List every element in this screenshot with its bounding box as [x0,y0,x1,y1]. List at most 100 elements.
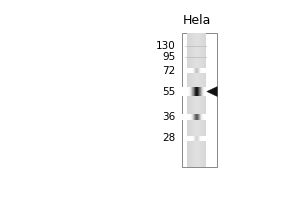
Bar [203,114,204,120]
Bar [208,87,209,96]
Bar [188,33,189,167]
Text: Hela: Hela [183,14,211,27]
Bar [197,87,198,96]
Bar [197,136,198,141]
Bar [205,68,206,73]
Bar [195,114,196,120]
Bar [210,114,211,120]
Bar [185,114,186,120]
Bar [207,114,208,120]
Bar [191,87,192,96]
Bar [205,136,206,141]
Bar [199,136,200,141]
Bar [190,87,191,96]
Bar [183,136,184,141]
Bar [202,33,203,167]
Bar [198,33,199,167]
Bar [193,87,194,96]
Bar [200,114,201,120]
Bar [200,33,201,167]
Bar [198,136,199,141]
Bar [207,136,208,141]
Bar [182,87,183,96]
Bar [195,33,196,167]
Bar [201,33,202,167]
Bar [202,114,203,120]
Bar [190,114,191,120]
Bar [193,136,194,141]
Bar [195,136,196,141]
Bar [212,87,213,96]
Bar [202,87,203,96]
Bar [184,136,185,141]
Bar [186,87,187,96]
Bar [210,68,211,73]
Bar [183,114,184,120]
Bar [191,114,192,120]
Bar [203,33,204,167]
Bar [201,114,202,120]
Bar [209,136,210,141]
Bar [193,68,194,73]
Bar [210,136,211,141]
Text: 28: 28 [163,133,176,143]
Bar [190,136,191,141]
Bar [196,87,197,96]
Bar [197,33,198,167]
Bar [196,33,197,167]
Bar [209,87,210,96]
Bar [192,68,193,73]
Bar [196,68,197,73]
Bar [187,114,188,120]
Bar [205,114,206,120]
Bar [182,33,217,167]
Bar [205,33,206,167]
Bar [194,33,195,167]
Bar [192,114,193,120]
Bar [189,68,190,73]
Bar [203,87,204,96]
Bar [188,68,189,73]
Bar [195,87,196,96]
Bar [187,68,188,73]
Bar [191,33,192,167]
Bar [189,136,190,141]
Bar [208,136,209,141]
Bar [194,114,195,120]
Bar [194,68,195,73]
Bar [188,33,206,167]
Bar [183,87,184,96]
Bar [186,136,187,141]
Bar [191,136,192,141]
Bar [193,33,194,167]
Text: 130: 130 [156,41,176,51]
Bar [210,87,211,96]
Bar [191,68,192,73]
Bar [184,87,185,96]
Bar [197,68,198,73]
Bar [206,136,207,141]
Bar [201,68,202,73]
Text: 36: 36 [163,112,176,122]
Bar [189,114,190,120]
Bar [193,114,194,120]
Bar [184,68,185,73]
Bar [199,33,200,167]
Bar [189,87,190,96]
Bar [204,136,205,141]
Bar [201,136,202,141]
Bar [185,136,186,141]
Bar [189,33,190,167]
Bar [197,114,198,120]
Bar [199,68,200,73]
Bar [185,87,186,96]
Text: 72: 72 [163,66,176,76]
Bar [182,114,183,120]
Bar [204,33,205,167]
Bar [203,136,204,141]
Bar [205,87,206,96]
Bar [206,87,207,96]
Bar [208,114,209,120]
Bar [207,87,208,96]
Bar [198,114,199,120]
